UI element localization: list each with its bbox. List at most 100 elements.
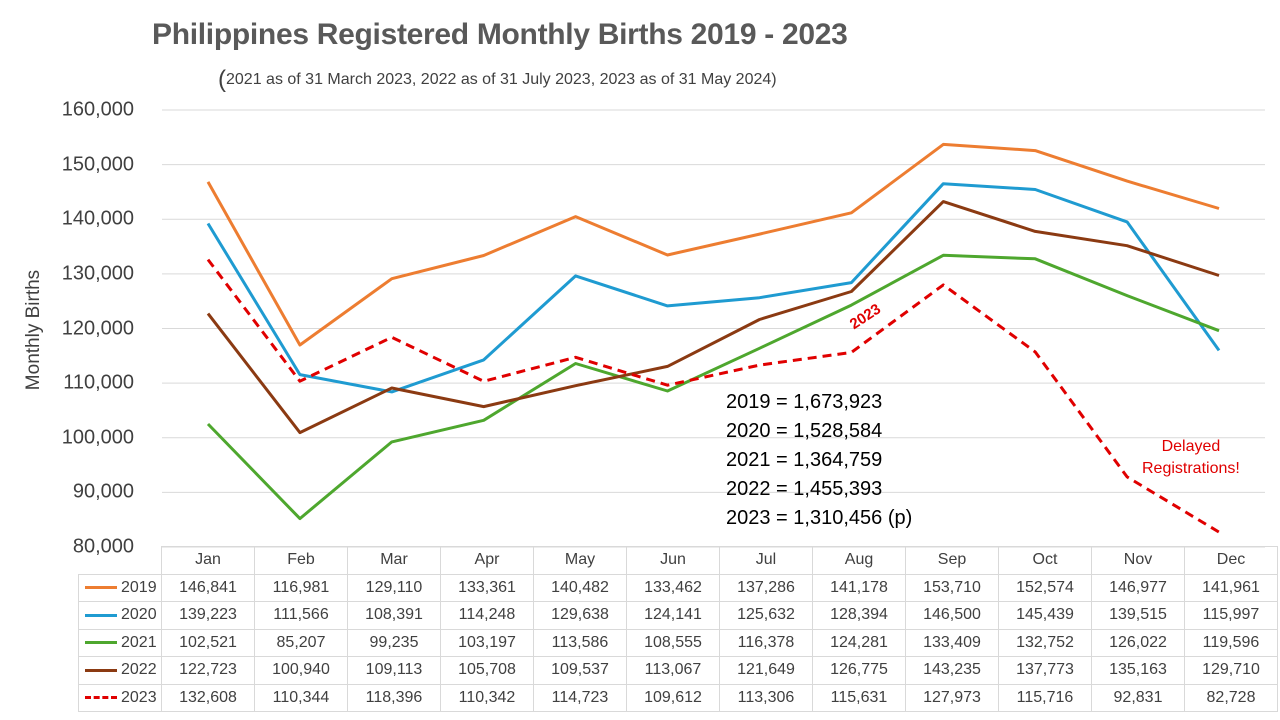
x-tick-label: Nov bbox=[1091, 546, 1185, 575]
data-table: Jan Feb Mar Apr May Jun Jul Aug Sep Oct Nov Dec 2019… bbox=[78, 546, 1278, 712]
y-tick-label: 90,000 bbox=[72, 480, 134, 503]
legend-label: 2021 bbox=[121, 633, 157, 651]
legend-key-2021 bbox=[85, 641, 117, 645]
data-label: 129,638 bbox=[533, 601, 627, 630]
data-label: 122,723 bbox=[161, 656, 255, 685]
data-label: 127,973 bbox=[905, 683, 999, 712]
data-label: 139,515 bbox=[1091, 601, 1185, 630]
y-tick-label: 100,000 bbox=[61, 426, 134, 449]
data-label: 133,462 bbox=[626, 573, 720, 602]
legend-key-2023 bbox=[85, 696, 117, 700]
data-label: 137,286 bbox=[719, 573, 813, 602]
table-row: 2020 139,223 111,566 108,391 114,248 129,638 1… bbox=[78, 601, 1278, 630]
data-label: 100,940 bbox=[254, 656, 348, 685]
data-label: 110,344 bbox=[254, 683, 348, 712]
data-label: 115,631 bbox=[812, 683, 906, 712]
x-tick-label: Mar bbox=[347, 546, 441, 575]
x-tick-label: Jan bbox=[161, 546, 255, 575]
data-label: 109,612 bbox=[626, 683, 720, 712]
series-lines bbox=[206, 142, 1221, 534]
data-label: 99,235 bbox=[347, 628, 441, 657]
data-label: 119,596 bbox=[1184, 628, 1278, 657]
data-label: 82,728 bbox=[1184, 683, 1278, 712]
y-tick-label: 160,000 bbox=[61, 98, 134, 121]
x-tick-label: Jun bbox=[626, 546, 720, 575]
table-row: 2023 132,608 110,344 118,396 110,342 114,723 1… bbox=[78, 683, 1278, 712]
data-label: 124,141 bbox=[626, 601, 720, 630]
data-label: 113,586 bbox=[533, 628, 627, 657]
total-2020: 2020 = 1,528,584 bbox=[726, 420, 883, 442]
legend-entry-2023: 2023 bbox=[78, 683, 162, 712]
x-tick-label: Aug bbox=[812, 546, 906, 575]
x-tick-label: Dec bbox=[1184, 546, 1278, 575]
y-tick-label: 140,000 bbox=[61, 207, 134, 230]
legend-label: 2023 bbox=[121, 688, 157, 706]
data-label: 132,752 bbox=[998, 628, 1092, 657]
legend-label: 2022 bbox=[121, 661, 157, 679]
data-label: 124,281 bbox=[812, 628, 906, 657]
data-label: 129,710 bbox=[1184, 656, 1278, 685]
subtitle-text: 2021 as of 31 March 2023, 2022 as of 31 … bbox=[226, 71, 777, 88]
x-tick-label: Oct bbox=[998, 546, 1092, 575]
x-tick-label: Jul bbox=[719, 546, 813, 575]
data-label: 152,574 bbox=[998, 573, 1092, 602]
data-label: 153,710 bbox=[905, 573, 999, 602]
legend-entry-2019: 2019 bbox=[78, 573, 162, 602]
data-label: 139,223 bbox=[161, 601, 255, 630]
x-tick-label: May bbox=[533, 546, 627, 575]
data-label: 146,977 bbox=[1091, 573, 1185, 602]
data-label: 133,361 bbox=[440, 573, 534, 602]
data-label: 103,197 bbox=[440, 628, 534, 657]
data-label: 113,306 bbox=[719, 683, 813, 712]
data-label: 133,409 bbox=[905, 628, 999, 657]
data-label: 92,831 bbox=[1091, 683, 1185, 712]
data-label: 85,207 bbox=[254, 628, 348, 657]
totals-annotation: 2019 = 1,673,923 2020 = 1,528,584 2021 =… bbox=[726, 388, 912, 533]
data-label: 108,391 bbox=[347, 601, 441, 630]
data-label: 132,608 bbox=[161, 683, 255, 712]
data-label: 140,482 bbox=[533, 573, 627, 602]
y-tick-label: 150,000 bbox=[61, 153, 134, 176]
data-label: 115,716 bbox=[998, 683, 1092, 712]
legend-label: 2020 bbox=[121, 606, 157, 624]
data-label: 110,342 bbox=[440, 683, 534, 712]
data-label: 146,500 bbox=[905, 601, 999, 630]
data-label: 114,248 bbox=[440, 601, 534, 630]
total-2023: 2023 = 1,310,456 (p) bbox=[726, 507, 913, 529]
data-label: 116,981 bbox=[254, 573, 348, 602]
x-tick-label: Sep bbox=[905, 546, 999, 575]
data-label: 116,378 bbox=[719, 628, 813, 657]
y-tick-label: 110,000 bbox=[63, 371, 134, 394]
series-line-2020 bbox=[206, 182, 1221, 394]
data-label: 105,708 bbox=[440, 656, 534, 685]
x-tick-label: Feb bbox=[254, 546, 348, 575]
chart-subtitle: (2021 as of 31 March 2023, 2022 as of 31… bbox=[218, 66, 777, 94]
data-label: 125,632 bbox=[719, 601, 813, 630]
data-label: 126,022 bbox=[1091, 628, 1185, 657]
data-label: 111,566 bbox=[254, 601, 348, 630]
data-label: 126,775 bbox=[812, 656, 906, 685]
data-label: 108,555 bbox=[626, 628, 720, 657]
data-label: 113,067 bbox=[626, 656, 720, 685]
delayed-line1: Delayed bbox=[1161, 438, 1221, 455]
gridlines bbox=[162, 109, 1265, 548]
table-header-row: Jan Feb Mar Apr May Jun Jul Aug Sep Oct Nov Dec bbox=[78, 546, 1278, 575]
table-row: 2021 102,521 85,207 99,235 103,197 113,586 108… bbox=[78, 628, 1278, 657]
data-label: 121,649 bbox=[719, 656, 813, 685]
data-label: 114,723 bbox=[533, 683, 627, 712]
table-row: 2019 146,841 116,981 129,110 133,361 140,482 1… bbox=[78, 573, 1278, 602]
data-label: 118,396 bbox=[347, 683, 441, 712]
data-label: 146,841 bbox=[161, 573, 255, 602]
delayed-registrations-note: Delayed Registrations! bbox=[1142, 436, 1240, 480]
chart-title: Philippines Registered Monthly Births 20… bbox=[152, 18, 848, 51]
data-label: 109,537 bbox=[533, 656, 627, 685]
data-label: 129,110 bbox=[347, 573, 441, 602]
legend-label: 2019 bbox=[121, 578, 157, 596]
data-label: 135,163 bbox=[1091, 656, 1185, 685]
legend-key-2022 bbox=[85, 668, 117, 672]
total-2022: 2022 = 1,455,393 bbox=[726, 478, 883, 500]
data-label: 143,235 bbox=[905, 656, 999, 685]
y-tick-label: 130,000 bbox=[61, 262, 134, 285]
legend-key-2020 bbox=[85, 613, 117, 617]
